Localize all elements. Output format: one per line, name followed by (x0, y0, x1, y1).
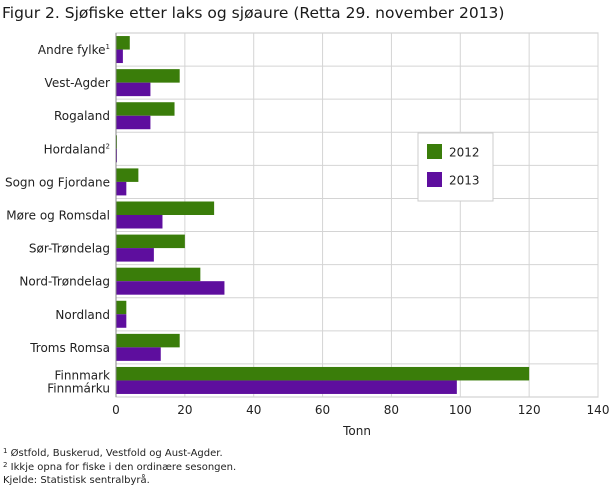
category-label: Andre fylke1 (38, 43, 110, 57)
bar-2013 (116, 314, 127, 328)
bar-2013 (116, 380, 457, 394)
source-note: Kjelde: Statistisk sentralbyrå. (3, 475, 150, 486)
category-label: Troms Romsa (29, 341, 110, 355)
category-label: Nord-Trøndelag (19, 275, 110, 289)
bar-2012 (116, 267, 201, 282)
category-label: Sør-Trøndelag (29, 242, 110, 256)
x-tick-label: 80 (384, 403, 399, 417)
footnote-2: 2 Ikkje opna for fiske i den ordinære se… (3, 460, 237, 473)
bar-2012 (116, 201, 215, 215)
footnote-1: 1 Østfold, Buskerud, Vestfold og Aust-Ag… (3, 447, 223, 460)
bar-2013 (116, 115, 151, 130)
category-label: Sogn og Fjordane (5, 175, 110, 189)
bar-2013 (116, 181, 127, 196)
x-tick-label: 40 (246, 403, 261, 417)
footnotes: 1 Østfold, Buskerud, Vestfold og Aust-Ag… (3, 447, 236, 488)
x-tick-label: 120 (518, 403, 541, 417)
bar-2012 (116, 300, 127, 315)
bar-2013 (116, 49, 123, 64)
chart-title: Figur 2. Sjøfiske etter laks og sjøaure … (2, 4, 505, 22)
category-label: Rogaland (54, 109, 110, 123)
category-label: Finnmark (55, 368, 111, 382)
category-label: Finnmárku (47, 381, 110, 395)
bar-2013 (116, 347, 161, 361)
x-tick-label: 140 (587, 403, 610, 417)
legend-label-2012: 2012 (449, 146, 480, 160)
legend-label-2013: 2013 (449, 174, 480, 188)
bar-2012 (116, 234, 185, 249)
bar-2012 (116, 333, 180, 348)
legend-box (417, 132, 494, 202)
bar-2012 (116, 168, 139, 182)
bar-2013 (116, 281, 225, 295)
bar-2013 (116, 248, 154, 262)
x-tick-label: 20 (177, 403, 192, 417)
bar-2013 (116, 82, 151, 97)
category-label: Nordland (55, 308, 110, 322)
category-label: Hordaland2 (44, 142, 110, 156)
legend-swatch-2013 (427, 172, 442, 187)
bar-2012 (116, 366, 530, 381)
x-tick-label: 60 (315, 403, 330, 417)
x-tick-label: 100 (449, 403, 472, 417)
x-axis-title: Tonn (342, 424, 371, 438)
bar-2012 (116, 102, 175, 116)
bar-2012 (116, 69, 180, 83)
x-tick-label: 0 (112, 403, 120, 417)
category-label: Vest-Agder (45, 76, 111, 90)
legend-swatch-2012 (427, 144, 442, 159)
bar-chart: 0 20 40 60 80 100 120 140 Andre fylke1 Vest-Agder… (5, 32, 610, 438)
bar-2012 (116, 36, 130, 50)
category-label: Møre og Romsdal (6, 209, 110, 223)
bar-2013 (116, 215, 163, 229)
